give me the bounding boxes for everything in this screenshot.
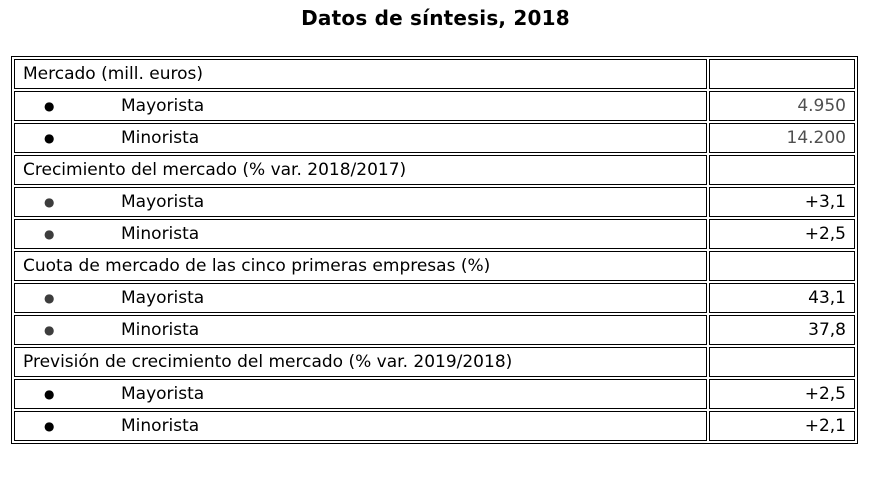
bullet-icon: ● <box>44 131 55 145</box>
bullet-icon: ● <box>44 387 55 401</box>
item-row: ● Minorista 37,8 <box>14 315 855 345</box>
row-label-cell: ● Mayorista <box>14 283 707 313</box>
bullet-icon: ● <box>44 227 55 241</box>
row-value-cell: 14.200 <box>709 123 855 153</box>
row-value-cell: +2,5 <box>709 379 855 409</box>
section-label: Mercado (mill. euros) <box>23 64 204 84</box>
item-row: ● Mayorista +2,5 <box>14 379 855 409</box>
bullet-icon: ● <box>44 419 55 433</box>
row-label-cell: ● Minorista <box>14 315 707 345</box>
item-row: ● Mayorista +3,1 <box>14 187 855 217</box>
row-label-cell: ● Minorista <box>14 411 707 441</box>
section-row: Previsión de crecimiento del mercado (% … <box>14 347 855 377</box>
row-label: Mayorista <box>121 384 205 404</box>
row-value-cell <box>709 155 855 185</box>
row-value-cell <box>709 347 855 377</box>
section-row: Crecimiento del mercado (% var. 2018/201… <box>14 155 855 185</box>
row-label-cell: Mercado (mill. euros) <box>14 59 707 89</box>
row-label-cell: ● Minorista <box>14 123 707 153</box>
row-label: Mayorista <box>121 96 205 116</box>
item-row: ● Minorista 14.200 <box>14 123 855 153</box>
item-row: ● Mayorista 4.950 <box>14 91 855 121</box>
item-row: ● Mayorista 43,1 <box>14 283 855 313</box>
row-value-cell: 37,8 <box>709 315 855 345</box>
bullet-icon: ● <box>44 99 55 113</box>
bullet-icon: ● <box>44 195 55 209</box>
row-label: Minorista <box>121 128 200 148</box>
row-label-cell: ● Mayorista <box>14 91 707 121</box>
row-value-cell: +2,5 <box>709 219 855 249</box>
row-value-cell <box>709 59 855 89</box>
section-row: Cuota de mercado de las cinco primeras e… <box>14 251 855 281</box>
row-value-cell: 4.950 <box>709 91 855 121</box>
synthesis-table: Mercado (mill. euros) ● Mayorista 4.950 ● Min… <box>11 56 858 444</box>
row-value-cell <box>709 251 855 281</box>
section-label: Previsión de crecimiento del mercado (% … <box>23 352 513 372</box>
row-label: Mayorista <box>121 192 205 212</box>
row-label: Minorista <box>121 416 200 436</box>
item-row: ● Minorista +2,1 <box>14 411 855 441</box>
section-label: Crecimiento del mercado (% var. 2018/201… <box>23 160 407 180</box>
row-label: Mayorista <box>121 288 205 308</box>
row-label-cell: Cuota de mercado de las cinco primeras e… <box>14 251 707 281</box>
row-value-cell: +3,1 <box>709 187 855 217</box>
bullet-icon: ● <box>44 323 55 337</box>
row-label: Minorista <box>121 320 200 340</box>
synthesis-table-body: Mercado (mill. euros) ● Mayorista 4.950 ● Min… <box>14 59 855 441</box>
row-label-cell: Previsión de crecimiento del mercado (% … <box>14 347 707 377</box>
row-value-cell: 43,1 <box>709 283 855 313</box>
row-value-cell: +2,1 <box>709 411 855 441</box>
item-row: ● Minorista +2,5 <box>14 219 855 249</box>
bullet-icon: ● <box>44 291 55 305</box>
row-label-cell: ● Mayorista <box>14 187 707 217</box>
row-label-cell: ● Minorista <box>14 219 707 249</box>
row-label: Minorista <box>121 224 200 244</box>
row-label-cell: Crecimiento del mercado (% var. 2018/201… <box>14 155 707 185</box>
row-label-cell: ● Mayorista <box>14 379 707 409</box>
page-title: Datos de síntesis, 2018 <box>301 6 570 30</box>
section-label: Cuota de mercado de las cinco primeras e… <box>23 256 491 276</box>
section-row: Mercado (mill. euros) <box>14 59 855 89</box>
